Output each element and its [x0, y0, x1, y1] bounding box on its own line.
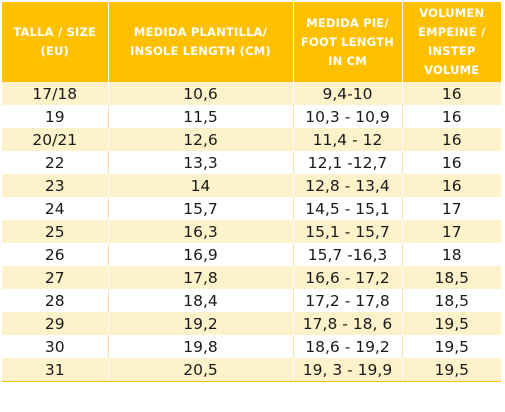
cell-insole-length: 17,8 — [108, 266, 294, 289]
cell-instep-volume: 16 — [402, 105, 501, 128]
cell-instep-volume: 16 — [402, 151, 501, 174]
cell-insole-length: 16,3 — [108, 220, 294, 243]
table-row: 26 16,9 15,7 -16,3 18 — [2, 243, 501, 266]
size-table: TALLA / SIZE (EU) MEDIDA PLANTILLA/ INSO… — [2, 2, 501, 382]
header-foot-length: MEDIDA PIE/ FOOT LENGTH IN CM — [293, 2, 403, 82]
cell-insole-length: 15,7 — [108, 197, 294, 220]
table-row: 22 13,3 12,1 -12,7 16 — [2, 151, 501, 174]
cell-instep-volume: 16 — [402, 82, 501, 105]
cell-insole-length: 14 — [108, 174, 294, 197]
cell-insole-length: 16,9 — [108, 243, 294, 266]
cell-foot-length: 12,8 - 13,4 — [293, 174, 403, 197]
cell-instep-volume: 17 — [402, 197, 501, 220]
cell-instep-volume: 18 — [402, 243, 501, 266]
cell-size: 22 — [2, 151, 109, 174]
table-row: 24 15,7 14,5 - 15,1 17 — [2, 197, 501, 220]
cell-foot-length: 15,7 -16,3 — [293, 243, 403, 266]
cell-instep-volume: 17 — [402, 220, 501, 243]
cell-insole-length: 20,5 — [108, 358, 294, 382]
header-instep-volume: VOLUMEN EMPEINE / INSTEP VOLUME — [402, 2, 501, 82]
cell-foot-length: 17,2 - 17,8 — [293, 289, 403, 312]
table-body: 17/18 10,6 9,4-10 16 19 11,5 10,3 - 10,9 16 20/2… — [2, 82, 501, 382]
cell-size: 30 — [2, 335, 109, 358]
cell-foot-length: 10,3 - 10,9 — [293, 105, 403, 128]
cell-size: 17/18 — [2, 82, 109, 105]
table-row: 27 17,8 16,6 - 17,2 18,5 — [2, 266, 501, 289]
table-row: 20/21 12,6 11,4 - 12 16 — [2, 128, 501, 151]
cell-insole-length: 11,5 — [108, 105, 294, 128]
table-row: 23 14 12,8 - 13,4 16 — [2, 174, 501, 197]
cell-size: 28 — [2, 289, 109, 312]
cell-foot-length: 12,1 -12,7 — [293, 151, 403, 174]
cell-size: 31 — [2, 358, 109, 382]
cell-instep-volume: 16 — [402, 174, 501, 197]
cell-size: 25 — [2, 220, 109, 243]
cell-foot-length: 15,1 - 15,7 — [293, 220, 403, 243]
cell-insole-length: 13,3 — [108, 151, 294, 174]
cell-instep-volume: 19,5 — [402, 312, 501, 335]
cell-size: 19 — [2, 105, 109, 128]
cell-instep-volume: 18,5 — [402, 266, 501, 289]
header-insole-length: MEDIDA PLANTILLA/ INSOLE LENGTH (CM) — [108, 2, 294, 82]
cell-size: 27 — [2, 266, 109, 289]
cell-foot-length: 17,8 - 18, 6 — [293, 312, 403, 335]
cell-size: 26 — [2, 243, 109, 266]
header-row: TALLA / SIZE (EU) MEDIDA PLANTILLA/ INSO… — [2, 2, 501, 82]
table-row: 17/18 10,6 9,4-10 16 — [2, 82, 501, 105]
cell-instep-volume: 16 — [402, 128, 501, 151]
cell-insole-length: 18,4 — [108, 289, 294, 312]
cell-instep-volume: 18,5 — [402, 289, 501, 312]
cell-foot-length: 9,4-10 — [293, 82, 403, 105]
cell-foot-length: 11,4 - 12 — [293, 128, 403, 151]
cell-foot-length: 16,6 - 17,2 — [293, 266, 403, 289]
table-row: 28 18,4 17,2 - 17,8 18,5 — [2, 289, 501, 312]
table-row: 19 11,5 10,3 - 10,9 16 — [2, 105, 501, 128]
table-row: 30 19,8 18,6 - 19,2 19,5 — [2, 335, 501, 358]
table-row: 25 16,3 15,1 - 15,7 17 — [2, 220, 501, 243]
cell-insole-length: 10,6 — [108, 82, 294, 105]
table-row: 31 20,5 19, 3 - 19,9 19,5 — [2, 358, 501, 382]
cell-instep-volume: 19,5 — [402, 335, 501, 358]
cell-insole-length: 19,2 — [108, 312, 294, 335]
cell-foot-length: 14,5 - 15,1 — [293, 197, 403, 220]
header-size: TALLA / SIZE (EU) — [2, 2, 109, 82]
cell-insole-length: 12,6 — [108, 128, 294, 151]
cell-foot-length: 19, 3 - 19,9 — [293, 358, 403, 382]
cell-size: 20/21 — [2, 128, 109, 151]
table-row: 29 19,2 17,8 - 18, 6 19,5 — [2, 312, 501, 335]
cell-instep-volume: 19,5 — [402, 358, 501, 382]
cell-size: 23 — [2, 174, 109, 197]
cell-foot-length: 18,6 - 19,2 — [293, 335, 403, 358]
cell-size: 29 — [2, 312, 109, 335]
cell-insole-length: 19,8 — [108, 335, 294, 358]
cell-size: 24 — [2, 197, 109, 220]
